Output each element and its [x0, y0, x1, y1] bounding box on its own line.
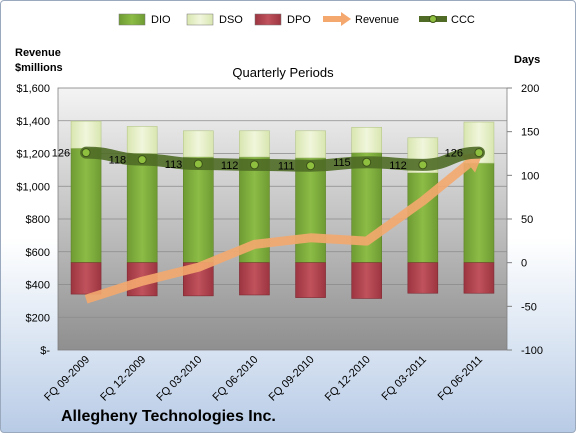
right-tick-label: 200: [521, 83, 539, 95]
revenue-line: [84, 160, 471, 304]
left-axis-title-line2: $millions: [15, 62, 63, 74]
dso-bar: [351, 127, 382, 153]
dpo-bar: [463, 262, 495, 294]
legend-label-revenue: Revenue: [355, 14, 399, 26]
left-tick-label: $600: [26, 247, 50, 259]
x-tick-label: FQ 03-2010: [154, 354, 204, 404]
x-tick-label: FQ 12-2010: [323, 354, 373, 404]
right-tick-label: 150: [521, 127, 539, 139]
x-tick-label: FQ 12-2009: [98, 354, 148, 404]
company-name: Allegheny Technologies Inc.: [61, 408, 276, 425]
ccc-point: [306, 161, 316, 171]
left-axis: $1,600 $1,400 $1,200 $1,000 $800 $600 $400 $200…: [16, 83, 50, 357]
dpo-bar: [70, 262, 102, 295]
legend: DIO DSO DPO Revenue CCC: [118, 12, 475, 26]
ccc-data-label: 115: [333, 157, 351, 169]
ccc-point: [81, 148, 91, 158]
ccc-point: [418, 160, 428, 170]
left-axis-title-line1: Revenue: [15, 47, 61, 59]
ccc-data-label: 111: [278, 161, 295, 173]
right-tick-label: -50: [521, 301, 537, 313]
legend-label-dpo: DPO: [287, 14, 311, 26]
ccc-point: [137, 155, 147, 165]
left-tick-label: $1,400: [16, 116, 50, 128]
right-tick-label: 100: [521, 170, 539, 182]
left-tick-label: $-: [40, 345, 50, 357]
dso-bar: [295, 130, 326, 159]
ccc-data-label: 113: [165, 159, 183, 171]
left-tick-label: $800: [26, 214, 50, 226]
right-axis-title: Days: [514, 54, 540, 66]
right-tick-label: -100: [521, 345, 543, 357]
left-tick-label: $1,000: [16, 181, 50, 193]
left-tick-label: $400: [26, 280, 50, 292]
left-tick-label: $1,200: [16, 149, 50, 161]
left-tick-label: $1,600: [16, 83, 50, 95]
dio-bar: [295, 157, 326, 263]
legend-label-dio: DIO: [151, 14, 171, 26]
legend-label-dso: DSO: [219, 14, 243, 26]
x-tick-label: FQ 06-2011: [436, 354, 485, 403]
dpo-bar: [407, 262, 439, 294]
dso-bar: [239, 130, 270, 158]
dio-bar: [407, 172, 439, 263]
dso-bar: [126, 126, 158, 154]
ccc-data-label: 126: [445, 148, 463, 160]
legend-ccc-marker: [429, 15, 437, 23]
legend-swatch-dpo: [254, 13, 282, 26]
dio-bar: [126, 153, 158, 263]
ccc-point: [362, 157, 372, 167]
ccc-point: [193, 159, 203, 169]
right-axis: 200 150 100 50 0 -50 -100: [507, 83, 543, 357]
dio-bar: [70, 147, 102, 263]
ccc-data-label: 112: [221, 160, 239, 172]
dpo-bar: [295, 262, 326, 298]
legend-swatch-dio: [118, 13, 146, 26]
dso-bar: [70, 120, 102, 149]
legend-swatch-dso: [186, 13, 214, 26]
ccc-series: 126 118 113 112 111 115 112 126: [52, 146, 485, 173]
legend-revenue-arrowhead: [341, 12, 351, 26]
x-tick-label: FQ 09-2009: [42, 354, 92, 404]
x-tick-label: FQ 09-2010: [267, 354, 317, 404]
legend-label-ccc: CCC: [451, 14, 475, 26]
right-tick-label: 50: [521, 214, 533, 226]
chart-subtitle: Quarterly Periods: [232, 65, 334, 80]
dpo-bar: [351, 262, 382, 299]
x-tick-label: FQ 06-2010: [211, 354, 261, 404]
ccc-data-label: 126: [52, 148, 70, 160]
dio-bar: [351, 152, 382, 263]
dpo-bar: [239, 262, 270, 296]
left-tick-label: $200: [26, 312, 50, 324]
dio-bar: [183, 156, 214, 263]
right-tick-label: 0: [521, 258, 527, 270]
dio-bar: [463, 162, 495, 263]
x-axis: FQ 09-2009 FQ 12-2009 FQ 03-2010 FQ 06-2010…: [42, 354, 485, 404]
ccc-point: [249, 160, 259, 170]
dso-bar: [183, 130, 214, 158]
ccc-point: [474, 148, 484, 158]
x-tick-label: FQ 03-2011: [380, 354, 429, 403]
ccc-data-label: 118: [109, 155, 127, 167]
ccc-data-label: 112: [389, 160, 407, 172]
